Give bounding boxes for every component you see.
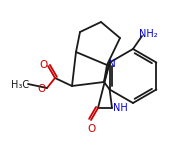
Text: O: O — [87, 124, 95, 134]
Text: NH: NH — [113, 103, 127, 113]
Text: N: N — [108, 59, 116, 69]
Text: O: O — [38, 84, 46, 94]
Text: O: O — [39, 60, 47, 70]
Text: NH₂: NH₂ — [139, 29, 157, 39]
Text: H₃C: H₃C — [11, 80, 29, 90]
